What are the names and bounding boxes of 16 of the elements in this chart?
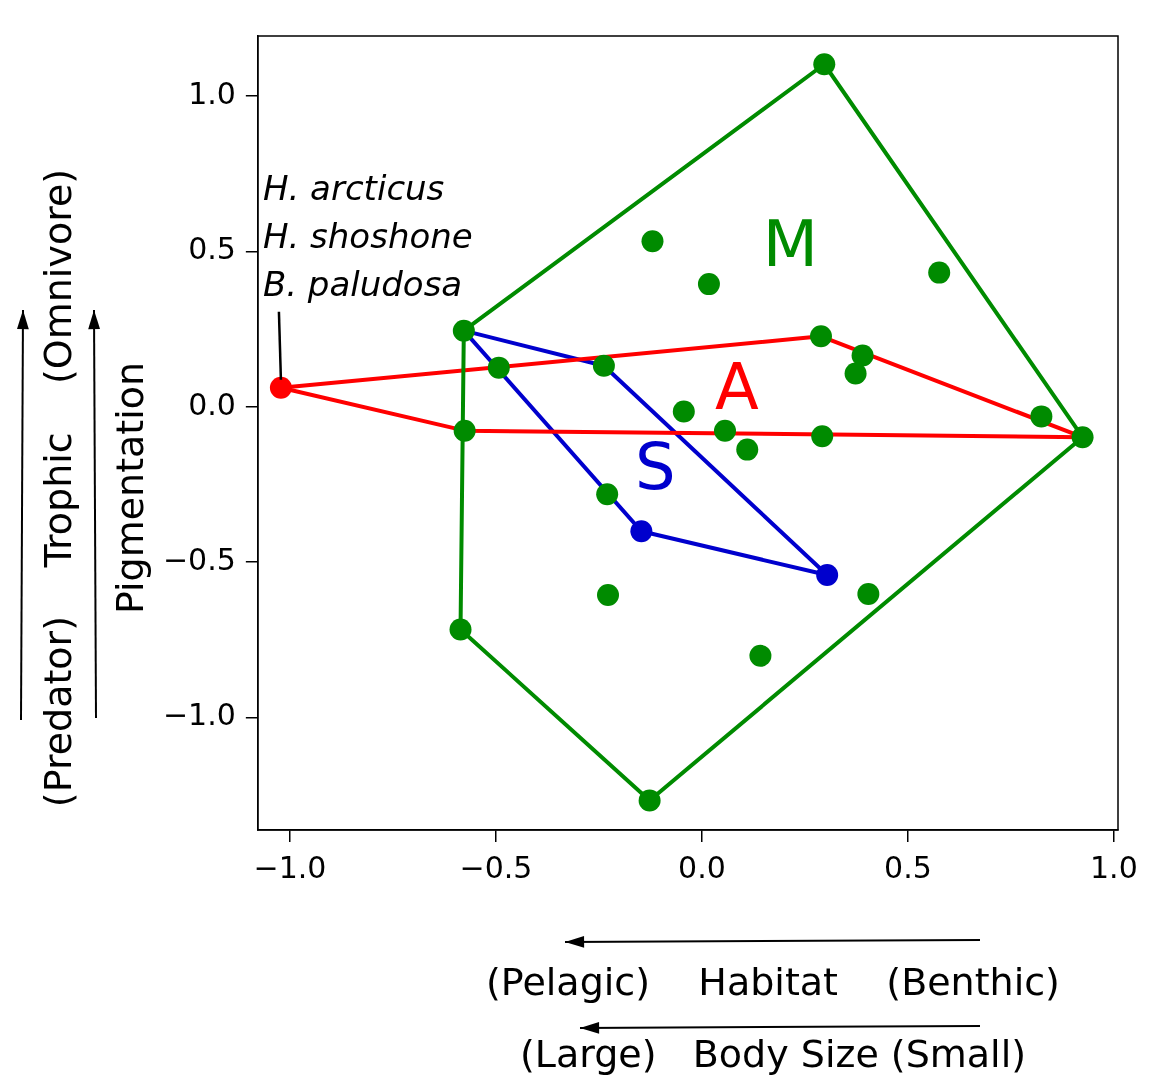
y-tick-label: −0.5 [162, 541, 236, 577]
x-tick-label: −1.0 [253, 849, 327, 885]
x-axis-title: (Pelagic) Habitat (Benthic) (Large) Body Size (Small) [485, 960, 1061, 1076]
y-tick-label: 0.0 [188, 386, 236, 422]
x-tick-label: 0.0 [678, 849, 726, 885]
series-label: S [634, 429, 676, 504]
series-label: A [715, 350, 760, 425]
y-axis-title: (Predator) Trophic (Omnivore) Pigmentation [36, 167, 152, 810]
x-tick-label: −0.5 [459, 849, 533, 885]
x-tick-label: 1.0 [1090, 849, 1138, 885]
x-tick-label: 0.5 [884, 849, 932, 885]
y-tick-label: 0.5 [188, 231, 236, 267]
series-label: M [762, 207, 818, 282]
y-tick-label: 1.0 [188, 76, 236, 112]
y-tick-label: −1.0 [162, 697, 236, 733]
annotation: H. arcticus H. shoshone B. paludosa [262, 167, 473, 304]
